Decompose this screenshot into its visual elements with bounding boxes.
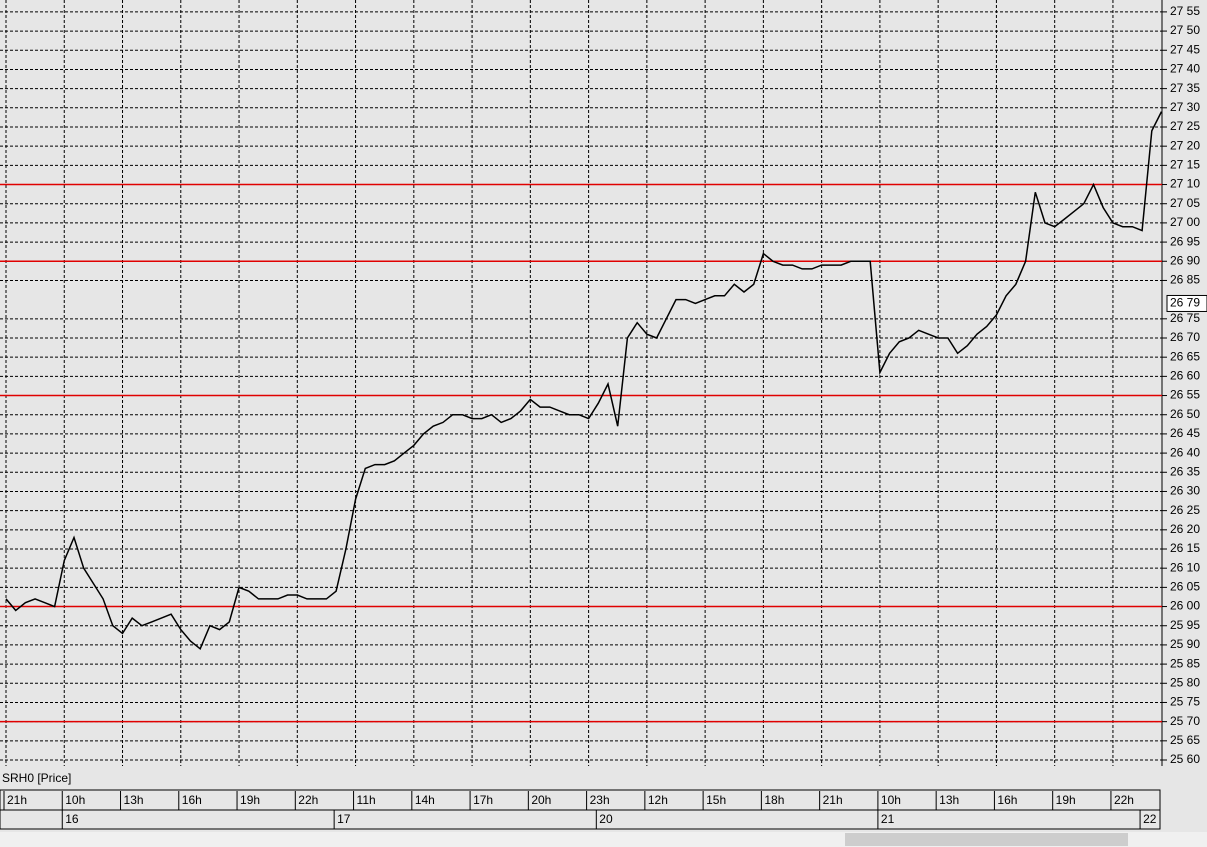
date-label: 21 [881, 812, 895, 826]
x-tick-label: 22h [298, 793, 318, 807]
x-tick-label: 13h [939, 793, 959, 807]
y-tick-label: 25 75 [1170, 695, 1200, 709]
y-tick-label: 26 25 [1170, 503, 1200, 517]
x-tick-label: 18h [764, 793, 784, 807]
y-tick-label: 26 70 [1170, 330, 1200, 344]
y-tick-label: 26 05 [1170, 580, 1200, 594]
y-tick-label: 26 50 [1170, 407, 1200, 421]
date-label: 17 [337, 812, 351, 826]
y-tick-label: 27 00 [1170, 215, 1200, 229]
x-tick-label: 12h [648, 793, 668, 807]
x-tick-label: 10h [65, 793, 85, 807]
y-tick-label: 26 15 [1170, 541, 1200, 555]
y-tick-label: 26 55 [1170, 388, 1200, 402]
y-tick-label: 25 65 [1170, 733, 1200, 747]
x-tick-label: 17h [473, 793, 493, 807]
y-tick-label: 26 95 [1170, 234, 1200, 248]
x-tick-label: 14h [415, 793, 435, 807]
y-tick-label: 25 70 [1170, 714, 1200, 728]
y-tick-label: 26 10 [1170, 560, 1200, 574]
date-label: 20 [599, 812, 613, 826]
x-tick-label: 20h [531, 793, 551, 807]
x-tick-label: 21h [823, 793, 843, 807]
y-tick-label: 25 80 [1170, 675, 1200, 689]
x-tick-label: 23h [590, 793, 610, 807]
y-tick-label: 27 50 [1170, 23, 1200, 37]
y-tick-label: 25 90 [1170, 637, 1200, 651]
x-tick-label: 13h [124, 793, 144, 807]
y-tick-label: 27 10 [1170, 177, 1200, 191]
y-tick-label: 26 65 [1170, 349, 1200, 363]
y-tick-label: 27 25 [1170, 119, 1200, 133]
y-tick-label: 27 35 [1170, 81, 1200, 95]
y-tick-label: 27 55 [1170, 4, 1200, 18]
y-tick-label: 26 20 [1170, 522, 1200, 536]
y-tick-label: 26 00 [1170, 599, 1200, 613]
y-tick-label: 26 85 [1170, 273, 1200, 287]
y-tick-label: 27 20 [1170, 138, 1200, 152]
y-tick-label: 27 40 [1170, 62, 1200, 76]
y-tick-label: 25 95 [1170, 618, 1200, 632]
x-tick-label: 22h [1114, 793, 1134, 807]
last-price-label: 26 79 [1170, 296, 1200, 310]
y-tick-label: 27 05 [1170, 196, 1200, 210]
y-tick-label: 26 30 [1170, 484, 1200, 498]
y-tick-label: 26 45 [1170, 426, 1200, 440]
y-tick-label: 26 75 [1170, 311, 1200, 325]
x-tick-label: 15h [706, 793, 726, 807]
date-label: 16 [65, 812, 79, 826]
date-label: 22 [1143, 812, 1157, 826]
x-tick-label: 19h [1056, 793, 1076, 807]
y-tick-label: 27 15 [1170, 158, 1200, 172]
y-tick-label: 27 45 [1170, 42, 1200, 56]
y-tick-label: 26 90 [1170, 253, 1200, 267]
scrollbar-thumb[interactable] [845, 833, 1128, 846]
y-tick-label: 26 40 [1170, 445, 1200, 459]
x-tick-label: 16h [997, 793, 1017, 807]
x-tick-label: 16h [182, 793, 202, 807]
x-tick-label: 19h [240, 793, 260, 807]
x-tick-label: 10h [881, 793, 901, 807]
price-line [5, 111, 1163, 651]
x-tick-label: 21h [7, 793, 27, 807]
y-tick-label: 25 60 [1170, 752, 1200, 766]
y-tick-label: 26 60 [1170, 369, 1200, 383]
series-label: SRH0 [Price] [2, 771, 71, 785]
last-price-box [1166, 294, 1207, 312]
y-tick-label: 25 85 [1170, 656, 1200, 670]
y-tick-label: 27 30 [1170, 100, 1200, 114]
y-tick-label: 26 35 [1170, 464, 1200, 478]
x-tick-label: 11h [357, 793, 376, 807]
